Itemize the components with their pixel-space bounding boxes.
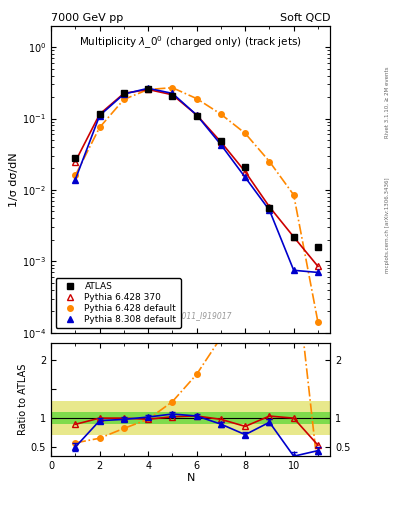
Pythia 8.308 default — [97, 113, 102, 119]
Pythia 6.428 370 — [170, 92, 175, 98]
Pythia 6.428 370 — [267, 204, 272, 210]
Text: mcplots.cern.ch [arXiv:1306.3436]: mcplots.cern.ch [arXiv:1306.3436] — [385, 178, 389, 273]
ATLAS — [316, 244, 320, 250]
Legend: ATLAS, Pythia 6.428 370, Pythia 6.428 default, Pythia 8.308 default: ATLAS, Pythia 6.428 370, Pythia 6.428 de… — [55, 278, 181, 328]
Y-axis label: 1/σ dσ/dN: 1/σ dσ/dN — [9, 152, 19, 206]
ATLAS — [170, 93, 175, 99]
ATLAS — [121, 90, 126, 96]
Pythia 6.428 default — [121, 96, 126, 102]
Pythia 6.428 370 — [121, 90, 126, 96]
Text: ATLAS_2011_I919017: ATLAS_2011_I919017 — [149, 311, 232, 321]
ATLAS — [146, 86, 151, 92]
Pythia 6.428 370 — [316, 263, 320, 269]
Pythia 6.428 370 — [146, 87, 151, 93]
Text: Multiplicity $\lambda\_0^0$ (charged only) (track jets): Multiplicity $\lambda\_0^0$ (charged onl… — [79, 35, 302, 51]
Pythia 8.308 default — [291, 267, 296, 273]
Pythia 6.428 default — [97, 124, 102, 131]
Line: Pythia 8.308 default: Pythia 8.308 default — [72, 85, 321, 276]
X-axis label: N: N — [186, 473, 195, 483]
Pythia 6.428 default — [316, 319, 320, 326]
Pythia 6.428 370 — [73, 158, 78, 164]
Pythia 8.308 default — [194, 112, 199, 118]
ATLAS — [267, 205, 272, 211]
Line: Pythia 6.428 370: Pythia 6.428 370 — [72, 86, 321, 270]
Pythia 8.308 default — [243, 174, 248, 180]
ATLAS — [219, 138, 223, 144]
Pythia 6.428 default — [73, 173, 78, 179]
Y-axis label: Ratio to ATLAS: Ratio to ATLAS — [18, 364, 28, 435]
Pythia 8.308 default — [73, 177, 78, 183]
Line: Pythia 6.428 default: Pythia 6.428 default — [73, 85, 321, 325]
Pythia 6.428 370 — [219, 139, 223, 145]
Text: 7000 GeV pp: 7000 GeV pp — [51, 12, 123, 23]
Pythia 8.308 default — [170, 90, 175, 96]
ATLAS — [291, 234, 296, 240]
ATLAS — [97, 111, 102, 117]
Pythia 6.428 default — [291, 192, 296, 198]
Pythia 8.308 default — [121, 91, 126, 97]
Pythia 6.428 370 — [243, 168, 248, 175]
Pythia 6.428 default — [243, 130, 248, 136]
ATLAS — [194, 113, 199, 119]
ATLAS — [73, 155, 78, 161]
Pythia 6.428 default — [170, 84, 175, 91]
Pythia 8.308 default — [267, 207, 272, 214]
Pythia 8.308 default — [146, 85, 151, 91]
Pythia 8.308 default — [219, 142, 223, 148]
Text: Soft QCD: Soft QCD — [280, 12, 330, 23]
Line: ATLAS: ATLAS — [72, 86, 321, 250]
Pythia 6.428 370 — [97, 111, 102, 117]
Pythia 8.308 default — [316, 269, 320, 275]
Pythia 6.428 default — [267, 158, 272, 164]
Pythia 6.428 default — [194, 96, 199, 102]
Pythia 6.428 370 — [194, 112, 199, 118]
Pythia 6.428 default — [146, 87, 151, 93]
Text: Rivet 3.1.10, ≥ 2M events: Rivet 3.1.10, ≥ 2M events — [385, 67, 389, 138]
ATLAS — [243, 164, 248, 170]
Pythia 6.428 370 — [291, 234, 296, 240]
Pythia 6.428 default — [219, 111, 223, 117]
